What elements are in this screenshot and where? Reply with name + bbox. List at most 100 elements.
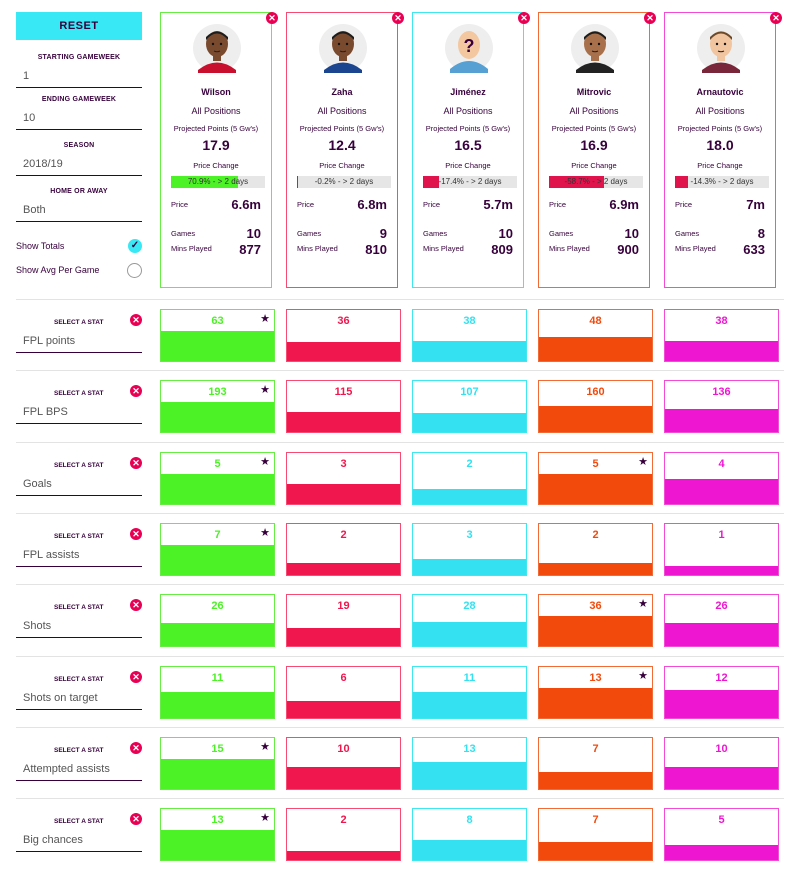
stat-cell: 3: [412, 522, 527, 576]
player-card: ✕ Zaha All Positions Projected Points (5 Gw…: [286, 12, 404, 288]
close-icon[interactable]: ✕: [130, 813, 142, 826]
stat-bar: [287, 628, 400, 647]
stat-value: 13: [589, 671, 602, 684]
stat-value: 2: [466, 457, 473, 470]
price-change-fill: [171, 176, 238, 188]
games-label: Games: [297, 229, 322, 238]
games-label: Games: [423, 229, 448, 238]
price-row: Price 7m: [675, 197, 765, 212]
stat-cell: 13 ★: [160, 808, 275, 862]
stat-bar: [413, 488, 526, 504]
projected-points-value: 16.5: [454, 137, 482, 153]
show-avg-toggle[interactable]: Show Avg Per Game: [16, 263, 142, 281]
stat-value: 38: [715, 315, 728, 327]
games-value: 10: [498, 226, 513, 241]
price-change-text: -0.2% - > 2 days: [314, 177, 374, 186]
stat-cell: 19: [286, 594, 401, 648]
ending-gameweek-select[interactable]: 10: [16, 112, 142, 130]
price-change-text: -58.7% - > 2 days: [564, 177, 628, 186]
stat-value: 10: [337, 742, 350, 755]
price-label: Price: [549, 200, 567, 209]
projected-points-label: Projected Points (5 Gw's): [299, 124, 385, 133]
close-icon[interactable]: ✕: [130, 314, 142, 326]
stat-cell: 8: [412, 808, 527, 862]
stat-select[interactable]: Shots on target: [16, 692, 142, 710]
stat-bar: [539, 406, 652, 433]
stat-bar: [161, 623, 274, 647]
radio-empty-icon[interactable]: [127, 263, 142, 278]
close-icon[interactable]: ✕: [392, 12, 404, 24]
close-icon[interactable]: ✕: [130, 385, 142, 398]
stat-value: 11: [211, 671, 224, 684]
check-icon[interactable]: ✓: [128, 239, 142, 253]
player-position: All Positions: [695, 106, 745, 116]
player-avatar-icon: [696, 23, 746, 73]
stat-bar: [539, 473, 652, 504]
row-divider: [16, 299, 784, 300]
stat-bar: [161, 758, 274, 789]
stat-bar: [161, 830, 274, 861]
show-totals-toggle[interactable]: Show Totals ✓: [16, 239, 142, 257]
close-icon[interactable]: ✕: [266, 12, 278, 24]
close-icon[interactable]: ✕: [130, 670, 142, 683]
stat-select[interactable]: Big chances: [16, 834, 142, 853]
stat-select[interactable]: FPL points: [16, 335, 142, 353]
star-icon: ★: [638, 669, 648, 682]
player-avatar-icon: [318, 23, 368, 73]
stat-cell: 3: [286, 451, 401, 505]
close-icon[interactable]: ✕: [130, 599, 142, 612]
close-icon[interactable]: ✕: [130, 527, 142, 540]
stat-cell: 11: [160, 665, 275, 719]
stat-bar: [413, 622, 526, 647]
settings-panel: RESET STARTING GAMEWEEK 1 ENDING GAMEWEE…: [16, 12, 142, 222]
close-icon[interactable]: ✕: [644, 12, 656, 24]
select-stat-label: SELECT A STAT: [54, 461, 104, 469]
projected-points-value: 12.4: [328, 137, 356, 153]
stat-value: 38: [463, 315, 476, 327]
player-card: ✕? Jiménez All Positions Projected Points (…: [412, 12, 530, 288]
stat-select[interactable]: FPL BPS: [16, 406, 142, 425]
stat-select[interactable]: Goals: [16, 478, 142, 496]
stat-cell: 15 ★: [160, 736, 275, 790]
home-away-select[interactable]: Both: [16, 204, 142, 222]
stat-value: 28: [463, 600, 476, 613]
stat-select[interactable]: Attempted assists: [16, 763, 142, 781]
projected-points-value: 16.9: [580, 137, 608, 153]
projected-points-value: 18.0: [706, 137, 734, 153]
stat-bar: [665, 689, 778, 718]
stat-bar: [665, 766, 778, 789]
player-card: ✕ Wilson All Positions Projected Points (5 …: [160, 12, 278, 288]
mins-label: Mins Played: [423, 244, 464, 253]
stat-bar: [413, 761, 526, 789]
player-card: ✕ Mitrovic All Positions Projected Points (…: [538, 12, 656, 288]
close-icon[interactable]: ✕: [130, 456, 142, 469]
stat-bar: [161, 331, 274, 361]
stat-bar: [539, 687, 652, 718]
ending-gameweek-label: ENDING GAMEWEEK: [41, 96, 117, 103]
close-icon[interactable]: ✕: [130, 741, 142, 754]
games-row: Games 8: [675, 226, 765, 241]
stat-bar: [413, 840, 526, 861]
season-select[interactable]: 2018/19: [16, 158, 142, 176]
close-icon[interactable]: ✕: [518, 12, 530, 24]
stat-value: 5: [214, 457, 221, 470]
price-change-bar: -17.4% - > 2 days: [423, 176, 517, 188]
projected-points-label: Projected Points (5 Gw's): [677, 124, 763, 133]
stat-select[interactable]: FPL assists: [16, 549, 142, 567]
stat-bar: [665, 565, 778, 575]
stat-cell: 36 ★: [538, 594, 653, 648]
stat-value: 26: [715, 600, 728, 613]
mins-label: Mins Played: [675, 244, 716, 253]
stat-cell: 2: [412, 451, 527, 505]
starting-gameweek-select[interactable]: 1: [16, 70, 142, 88]
player-card: ✕ Arnautovic All Positions Projected Points…: [664, 12, 782, 288]
price-value: 6.6m: [231, 197, 261, 212]
price-change-bar: -14.3% - > 2 days: [675, 176, 769, 188]
mins-value: 633: [743, 242, 765, 257]
stat-value: 7: [592, 814, 599, 827]
games-label: Games: [675, 229, 700, 238]
season-group: SEASON 2018/19: [16, 142, 142, 176]
close-icon[interactable]: ✕: [770, 12, 782, 24]
reset-button[interactable]: RESET: [16, 12, 142, 40]
stat-select[interactable]: Shots: [16, 620, 142, 639]
